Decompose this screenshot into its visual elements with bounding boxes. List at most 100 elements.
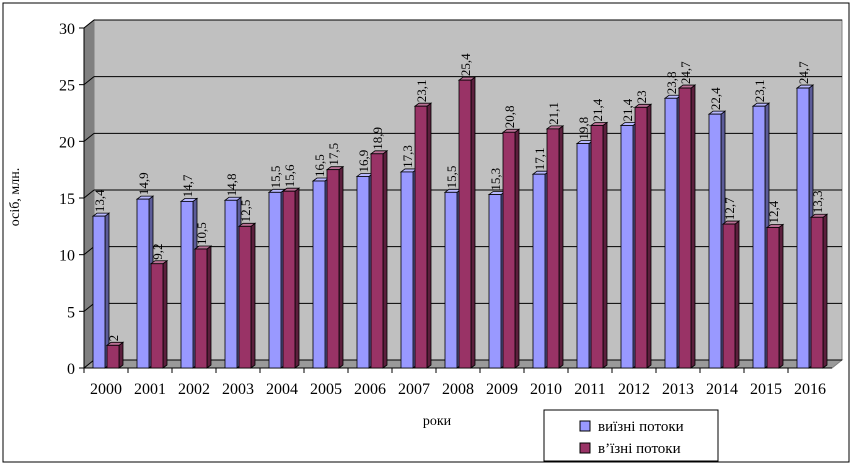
bar-side <box>250 222 256 369</box>
bar-side <box>690 84 696 369</box>
bar-inbound <box>414 105 428 369</box>
bar-side <box>294 187 300 369</box>
data-label: 16,9 <box>356 150 371 173</box>
x-tick-label: 2002 <box>178 381 210 398</box>
data-label: 23,1 <box>414 79 429 102</box>
data-label: 13,3 <box>810 191 825 214</box>
bar-inbound <box>238 225 252 369</box>
x-tick-label: 2009 <box>486 381 518 398</box>
y-tick-label: 20 <box>59 134 75 151</box>
y-tick-label: 15 <box>59 191 75 208</box>
data-label: 19,8 <box>576 117 591 140</box>
data-label: 2 <box>106 335 121 342</box>
bar-inbound <box>194 248 208 369</box>
data-label: 10,5 <box>194 222 209 245</box>
y-tick-label: 0 <box>67 361 75 378</box>
bar-inbound <box>722 223 736 369</box>
x-tick-label: 2006 <box>354 381 386 398</box>
y-axis-title: осіб, млн. <box>8 168 23 226</box>
x-tick-label: 2012 <box>618 381 650 398</box>
data-label: 17,1 <box>532 147 547 170</box>
bar-side <box>822 213 828 369</box>
bar-side <box>558 125 564 369</box>
data-label: 15,3 <box>488 168 503 191</box>
data-label: 17,3 <box>400 145 415 168</box>
data-label: 25,4 <box>458 53 473 76</box>
bar-outbound <box>576 143 590 369</box>
data-label: 15,5 <box>268 166 283 189</box>
bar-side <box>514 128 520 369</box>
data-label: 20,8 <box>502 106 517 129</box>
x-tick-label: 2008 <box>442 381 474 398</box>
data-label: 18,9 <box>370 127 385 150</box>
data-label: 23,8 <box>664 72 679 95</box>
y-tick-label: 5 <box>67 304 75 321</box>
gridline-side <box>83 189 95 199</box>
bar-inbound <box>326 169 340 369</box>
bar-outbound <box>92 215 106 369</box>
gridline-side <box>83 76 95 86</box>
bar-outbound <box>180 200 194 369</box>
bar-outbound <box>312 180 326 369</box>
gridline-side <box>83 132 95 142</box>
bar-inbound <box>634 106 648 369</box>
x-tick-label: 2007 <box>398 381 430 398</box>
legend-swatch-inbound <box>579 442 591 454</box>
data-label: 21,4 <box>620 98 635 121</box>
x-tick-label: 2000 <box>90 381 122 398</box>
bar-outbound <box>444 191 458 369</box>
x-tick-label: 2015 <box>750 381 782 398</box>
bar-side <box>778 223 784 369</box>
y-tick-label: 30 <box>59 21 75 38</box>
data-label: 22,4 <box>708 87 723 110</box>
data-label: 12,5 <box>238 200 253 223</box>
data-label: 14,9 <box>136 172 151 195</box>
bar-inbound <box>678 87 692 369</box>
data-label: 21,1 <box>546 102 561 125</box>
x-tick-label: 2016 <box>794 381 826 398</box>
bar-inbound <box>370 153 384 369</box>
bar-inbound <box>546 128 560 369</box>
bar-outbound <box>620 125 634 369</box>
x-tick-label: 2013 <box>662 381 694 398</box>
legend: виїзні потоки в’їзні потоки <box>543 409 719 462</box>
bar-side <box>338 165 344 369</box>
bar-side <box>646 103 652 369</box>
gridline-side <box>83 19 95 29</box>
bar-side <box>118 341 124 369</box>
bar-outbound <box>136 198 150 369</box>
bar-inbound <box>458 79 472 369</box>
y-tick-label: 10 <box>59 248 75 265</box>
data-label: 23,1 <box>752 79 767 102</box>
legend-swatch-outbound <box>579 420 591 432</box>
data-label: 17,5 <box>326 143 341 166</box>
bar-outbound <box>488 194 502 369</box>
x-tick-label: 2010 <box>530 381 562 398</box>
gridline-side <box>83 246 95 256</box>
bar-outbound <box>796 87 810 369</box>
bar-inbound <box>590 125 604 369</box>
x-tick-label: 2004 <box>266 381 298 398</box>
data-label: 23 <box>634 90 649 103</box>
bar-outbound <box>752 105 766 369</box>
data-label: 13,4 <box>92 189 107 212</box>
data-label: 24,7 <box>678 61 693 84</box>
x-tick-label: 2014 <box>706 381 738 398</box>
data-label: 16,5 <box>312 154 327 177</box>
x-axis-title: роки <box>423 414 452 429</box>
bar-inbound <box>766 227 780 369</box>
bar-outbound <box>268 191 282 369</box>
bar-inbound <box>810 216 824 369</box>
bar-outbound <box>356 176 370 369</box>
data-label: 21,4 <box>590 98 605 121</box>
bar-inbound <box>106 344 120 369</box>
bar-inbound <box>282 190 296 369</box>
legend-label-inbound: в’їзні потоки <box>598 441 681 457</box>
x-tick-label: 2005 <box>310 381 342 398</box>
x-tick-label: 2001 <box>134 381 166 398</box>
bar-outbound <box>400 171 414 369</box>
bar-outbound <box>532 173 546 369</box>
data-label: 15,5 <box>444 166 459 189</box>
gridline-side <box>83 302 95 312</box>
